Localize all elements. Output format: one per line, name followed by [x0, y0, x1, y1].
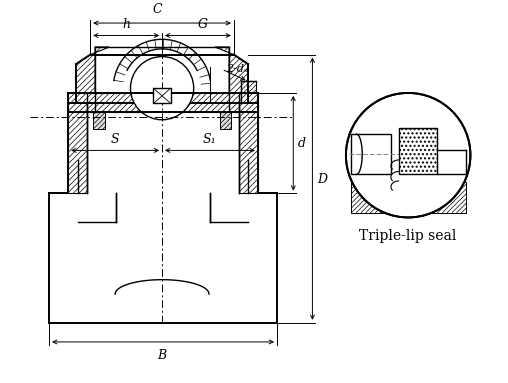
Text: 2-dₛ: 2-dₛ: [226, 64, 248, 74]
Polygon shape: [239, 103, 258, 193]
Text: S₁: S₁: [203, 133, 217, 146]
Polygon shape: [219, 98, 231, 129]
Text: S: S: [111, 133, 119, 146]
Polygon shape: [68, 93, 258, 112]
Polygon shape: [93, 98, 105, 129]
Polygon shape: [68, 103, 87, 193]
Text: D: D: [317, 173, 327, 186]
Text: h: h: [122, 18, 130, 31]
Polygon shape: [387, 98, 413, 126]
Text: B: B: [157, 349, 167, 362]
Polygon shape: [76, 47, 109, 103]
Text: d: d: [298, 137, 306, 150]
Text: G: G: [198, 18, 208, 31]
Bar: [399, 128, 437, 174]
Text: C: C: [152, 3, 162, 16]
Circle shape: [346, 93, 470, 218]
Bar: [153, 88, 171, 103]
Polygon shape: [395, 111, 413, 128]
Polygon shape: [351, 182, 466, 213]
Circle shape: [131, 57, 194, 120]
Bar: [351, 134, 391, 174]
Polygon shape: [215, 47, 248, 103]
Text: Triple-lip seal: Triple-lip seal: [360, 229, 457, 243]
Polygon shape: [241, 82, 256, 103]
